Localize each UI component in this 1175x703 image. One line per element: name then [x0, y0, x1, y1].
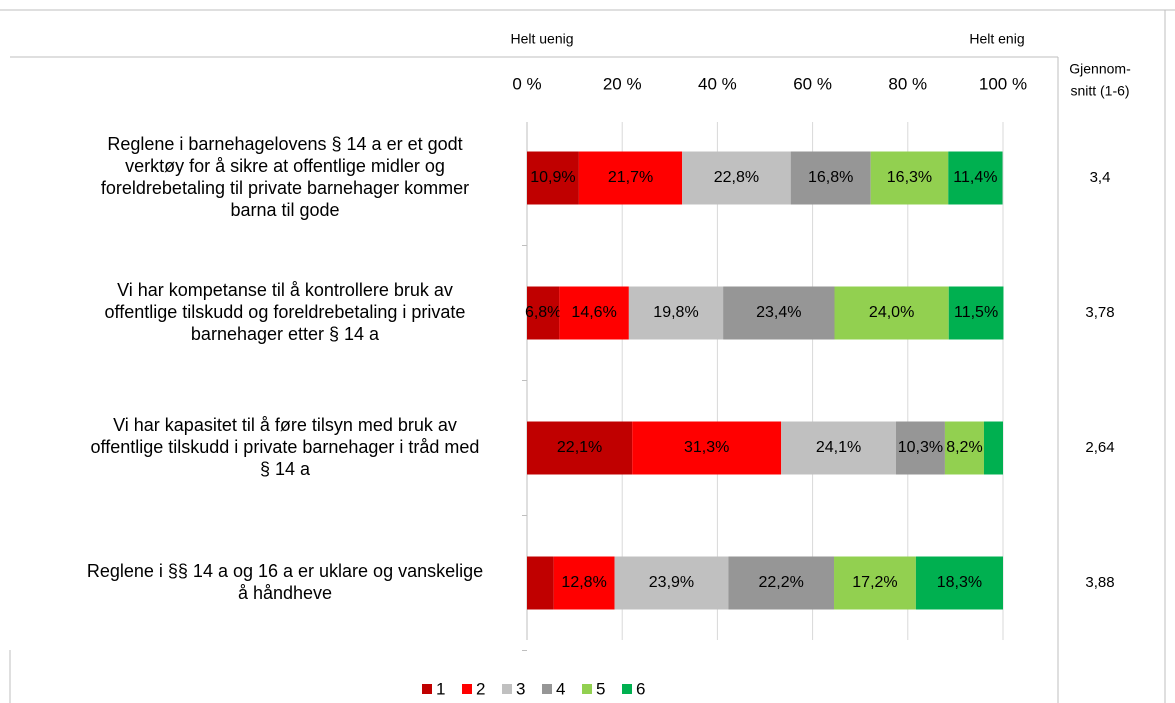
value-label: 23,9%: [649, 574, 694, 591]
legend-label: 4: [556, 679, 565, 698]
legend-swatch: [622, 684, 632, 694]
bar-segment: [553, 556, 615, 610]
average-header: snitt (1-6): [1070, 83, 1129, 99]
value-label: 14,6%: [571, 304, 616, 321]
x-tick-label: 0 %: [512, 74, 541, 93]
category-label: Reglene i barnehagelovens § 14 a er et g…: [107, 134, 462, 154]
legend-label: 6: [636, 679, 645, 698]
bar-segment: [682, 151, 791, 205]
bar-segment: [790, 151, 871, 205]
bar-segment: [870, 151, 949, 205]
value-label: 24,0%: [869, 304, 914, 321]
legend-label: 2: [476, 679, 485, 698]
value-label: 22,2%: [758, 574, 803, 591]
value-label: 24,1%: [816, 439, 861, 456]
value-label: 11,4%: [953, 169, 997, 186]
bar-segment: [632, 421, 782, 475]
category-label: verktøy for å sikre at offentlige midler…: [125, 156, 445, 176]
legend-swatch: [542, 684, 552, 694]
x-tick-label: 20 %: [603, 74, 642, 93]
value-label: 10,3%: [898, 439, 943, 456]
bar-segment: [983, 421, 1003, 475]
legend-swatch: [422, 684, 432, 694]
value-label: 6,8%: [525, 304, 561, 321]
average-header: Gjennom-: [1069, 61, 1131, 77]
value-label: 10,9%: [530, 169, 575, 186]
bar-segment: [614, 556, 729, 610]
category-label: Reglene i §§ 14 a og 16 a er uklare og v…: [87, 561, 483, 581]
bar-segment: [948, 151, 1003, 205]
value-label: 18,3%: [937, 574, 982, 591]
value-label: 23,4%: [756, 304, 801, 321]
bar-segment: [527, 286, 560, 340]
category-label: offentlige tilskudd i private barnehager…: [91, 437, 480, 457]
bar-segment: [527, 421, 633, 475]
value-label: 11,5%: [954, 304, 998, 321]
category-label: barnehager etter § 14 a: [191, 324, 380, 344]
average: 3,4: [1090, 169, 1111, 186]
bar-segment: [728, 556, 835, 610]
bar-segment: [834, 556, 916, 610]
legend-swatch: [582, 684, 592, 694]
legend-label: 3: [516, 679, 525, 698]
category-label: offentlige tilskudd og foreldrebetaling …: [105, 302, 466, 322]
legend-label: 5: [596, 679, 605, 698]
bar-segment: [834, 286, 949, 340]
value-label: 19,8%: [653, 304, 698, 321]
x-tick-label: 60 %: [793, 74, 832, 93]
value-label: 22,1%: [557, 439, 602, 456]
legend-swatch: [462, 684, 472, 694]
value-label: 16,3%: [887, 169, 932, 186]
average: 3,88: [1085, 574, 1114, 591]
x-tick-label: 40 %: [698, 74, 737, 93]
category-label: å håndheve: [238, 583, 332, 603]
category-label: foreldrebetaling til private barnehager …: [101, 178, 469, 198]
bar-segment: [527, 151, 579, 205]
average: 3,78: [1085, 304, 1114, 321]
bar-segment: [948, 286, 1004, 340]
bar-segment: [628, 286, 724, 340]
value-label: 17,2%: [852, 574, 897, 591]
bar-segment: [895, 421, 945, 475]
legend-swatch: [502, 684, 512, 694]
value-label: 12,8%: [561, 574, 606, 591]
category-label: Vi har kapasitet til å føre tilsyn med b…: [113, 415, 457, 435]
bar-segment: [723, 286, 835, 340]
value-label: 8,2%: [946, 439, 982, 456]
average: 2,64: [1085, 439, 1114, 456]
header-right: Helt enig: [969, 31, 1024, 47]
value-label: 31,3%: [684, 439, 729, 456]
bar-segment: [915, 556, 1003, 610]
category-label: barna til gode: [230, 200, 339, 220]
bar-segment: [527, 556, 554, 610]
value-label: 22,8%: [714, 169, 759, 186]
value-label: 16,8%: [808, 169, 853, 186]
bar-segment: [944, 421, 984, 475]
x-tick-label: 100 %: [979, 74, 1027, 93]
header-left: Helt uenig: [510, 31, 573, 47]
legend-label: 1: [436, 679, 445, 698]
category-label: Vi har kompetanse til å kontrollere bruk…: [117, 280, 453, 300]
bar-segment: [578, 151, 683, 205]
bar-segment: [781, 421, 896, 475]
x-tick-label: 80 %: [888, 74, 927, 93]
value-label: 21,7%: [608, 169, 653, 186]
bar-segment: [559, 286, 629, 340]
category-label: § 14 a: [260, 459, 311, 479]
